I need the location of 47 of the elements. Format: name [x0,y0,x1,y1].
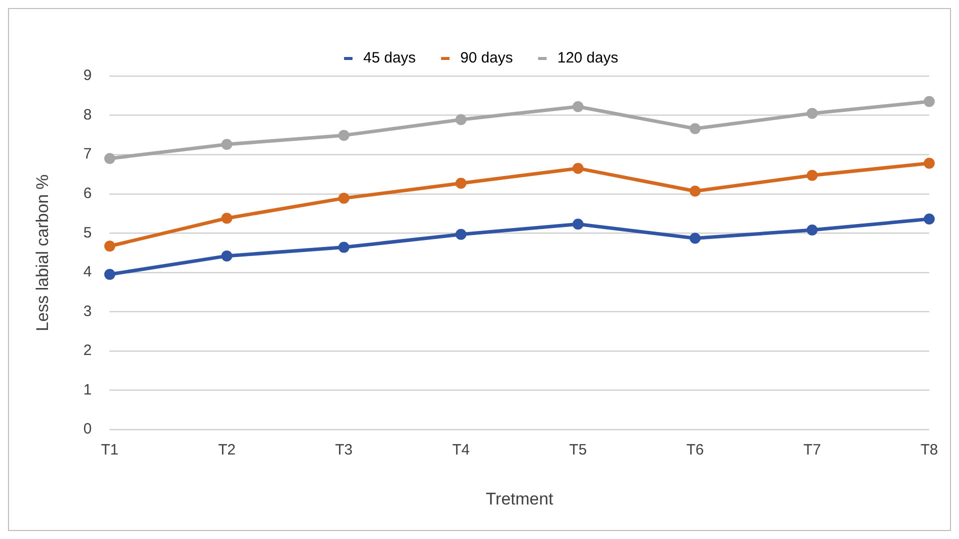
x-axis-title: Tretment [486,489,554,508]
point [806,170,818,181]
y-tick-label: 3 [83,302,92,320]
y-tick-label: 6 [83,185,92,202]
point [806,224,818,236]
point [455,178,466,189]
point [690,232,701,244]
x-tick-label: T2 [218,442,236,459]
point [104,240,116,252]
point [924,158,935,169]
y-tick-label: 1 [83,381,92,398]
point [221,212,232,224]
x-tick-label: T8 [920,442,938,459]
y-tick-label: 7 [83,146,92,163]
x-tick-label: T3 [335,442,353,459]
point [338,242,350,253]
point [221,138,232,150]
legend-label: 90 days [460,50,513,67]
point [806,108,818,119]
y-axis-title: Less labial carbon % [32,174,52,332]
y-tick-label: 4 [83,264,92,281]
point [455,114,466,126]
point [924,96,935,108]
y-tick-label: 0 [83,420,92,438]
x-tick-label: T4 [452,442,470,459]
legend-label: 45 days [363,50,416,67]
x-tick-label: T7 [803,442,821,459]
y-tick-label: 8 [83,106,92,124]
legend-label: 120 days [557,50,618,67]
point [572,101,584,112]
point [104,153,116,164]
point [338,192,350,204]
y-tick-label: 9 [83,67,92,84]
point [690,186,701,197]
x-tick-label: T6 [686,442,704,459]
point [572,162,584,174]
x-tick-label: T5 [569,442,587,459]
point [221,250,232,262]
point [455,228,466,240]
point [572,218,584,230]
point [924,214,935,225]
y-tick-label: 2 [83,342,92,360]
point [690,123,701,134]
point [338,130,350,141]
x-tick-label: T1 [100,442,118,459]
point [104,268,116,280]
y-tick-label: 5 [83,224,92,242]
